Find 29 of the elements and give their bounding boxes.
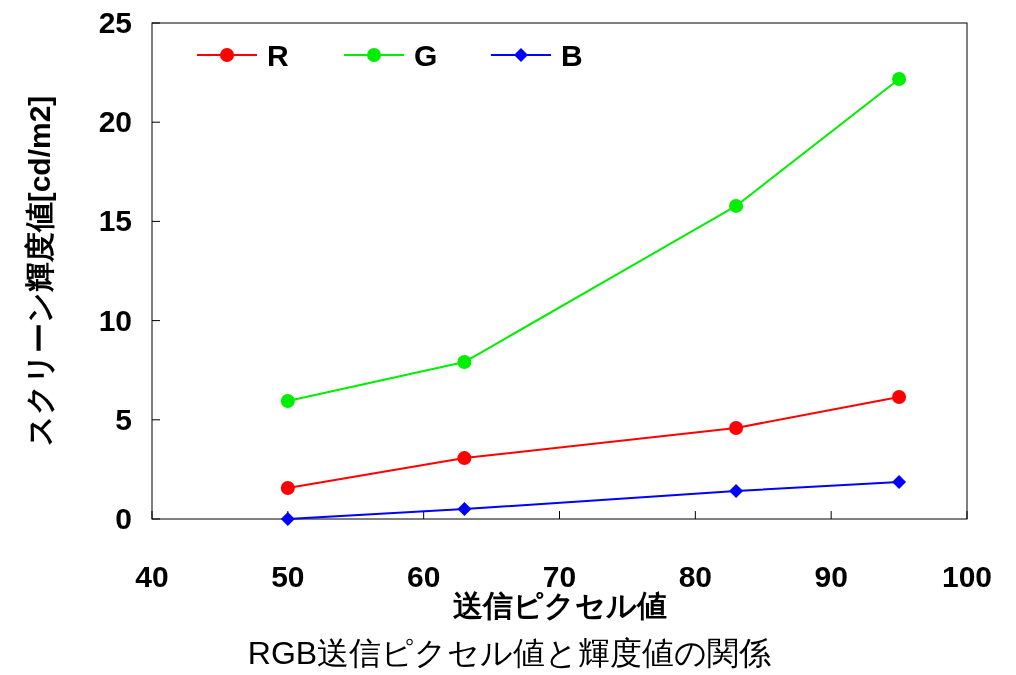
x-tick-label: 40 [135, 560, 169, 593]
legend-label: B [561, 39, 583, 72]
point [280, 512, 295, 526]
point [280, 481, 295, 496]
y-tick-label: 20 [98, 105, 132, 139]
y-tick-label: 5 [115, 402, 132, 436]
point [457, 355, 472, 370]
legend-label: G [414, 39, 438, 72]
point [729, 420, 744, 435]
legend-label: R [267, 39, 289, 72]
x-tick-label: 60 [406, 560, 441, 593]
text: RGB送信ピクセル値と輝度値の関係 [247, 635, 772, 671]
x-tick-label: 100 [941, 560, 993, 593]
point [892, 475, 907, 490]
x-tick-label: 90 [814, 560, 848, 593]
point [457, 502, 472, 517]
y-tick-label: 0 [115, 502, 132, 535]
y-axis-title: スクリーン輝度値[cd/m2] [23, 95, 56, 447]
x-tick-label: 50 [271, 560, 305, 593]
x-tick-label: 80 [678, 560, 713, 593]
point [892, 71, 907, 86]
point [457, 451, 472, 466]
y-tick-label: 15 [98, 204, 132, 238]
point [892, 389, 907, 404]
point [729, 484, 744, 499]
point [280, 393, 295, 408]
y-tick-label: 25 [98, 6, 132, 39]
point [729, 198, 744, 213]
y-tick-label: 10 [98, 303, 132, 337]
